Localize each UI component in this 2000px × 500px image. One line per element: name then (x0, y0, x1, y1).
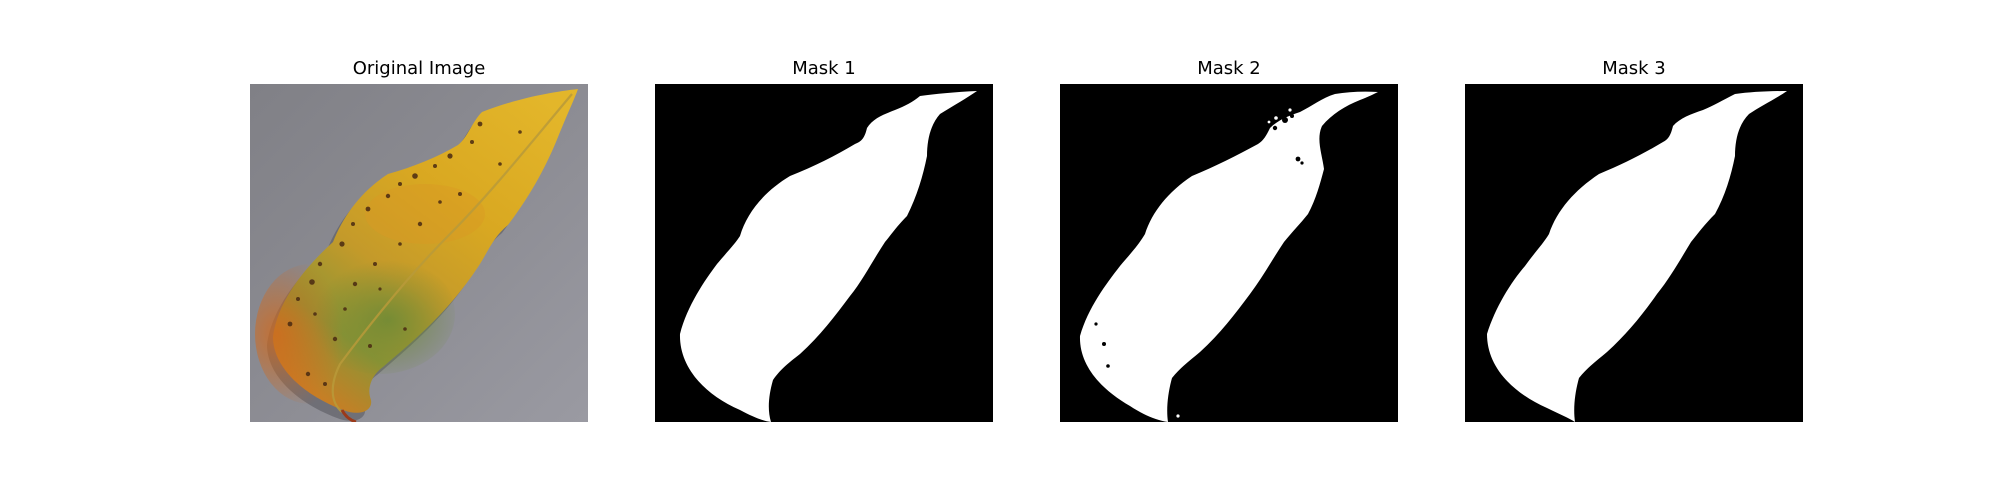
panel-title: Mask 1 (792, 58, 856, 79)
mask-2-image (1060, 84, 1398, 422)
panel-mask-3: Mask 3 (1465, 56, 1803, 422)
panel-mask-1: Mask 1 (655, 56, 993, 422)
panel-title: Mask 3 (1602, 58, 1666, 79)
mask-3-image (1465, 84, 1803, 422)
original-leaf-photo (250, 84, 588, 422)
panel-original-image: Original Image (250, 56, 588, 422)
mask-1-image (655, 84, 993, 422)
panel-mask-2: Mask 2 (1060, 56, 1398, 422)
panel-title: Mask 2 (1197, 58, 1261, 79)
panel-title: Original Image (352, 58, 486, 79)
